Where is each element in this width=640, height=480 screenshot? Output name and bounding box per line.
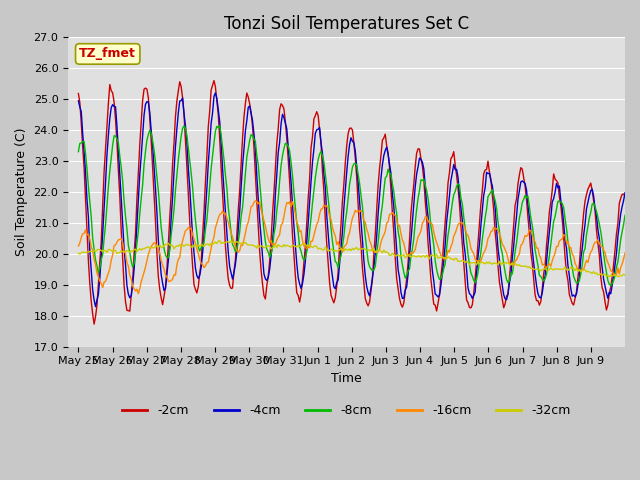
-8cm [607, 283, 614, 288]
-2cm [621, 193, 629, 199]
-8cm [620, 222, 627, 228]
-8cm [466, 262, 474, 267]
-32cm [357, 246, 365, 252]
-16cm [358, 211, 366, 216]
X-axis label: Time: Time [332, 372, 362, 385]
-2cm [95, 282, 102, 288]
-4cm [212, 90, 220, 96]
Line: -32cm: -32cm [79, 240, 625, 277]
-32cm [93, 247, 100, 253]
-4cm [75, 98, 83, 104]
-16cm [252, 198, 259, 204]
-8cm [75, 149, 83, 155]
-2cm [358, 265, 366, 271]
-16cm [467, 245, 475, 251]
-32cm [621, 273, 629, 278]
-4cm [621, 190, 629, 195]
-2cm [467, 305, 475, 311]
-32cm [110, 248, 118, 253]
-4cm [111, 104, 119, 109]
-32cm [605, 274, 613, 280]
-16cm [134, 291, 142, 297]
-2cm [90, 321, 98, 327]
-16cm [621, 250, 629, 256]
Line: -8cm: -8cm [79, 126, 625, 286]
-32cm [547, 265, 555, 271]
-4cm [92, 304, 99, 310]
Line: -4cm: -4cm [79, 93, 625, 307]
-4cm [95, 291, 102, 297]
-8cm [93, 263, 100, 269]
-4cm [358, 236, 366, 242]
Y-axis label: Soil Temperature (C): Soil Temperature (C) [15, 128, 28, 256]
-16cm [620, 256, 627, 262]
-2cm [620, 191, 627, 197]
-2cm [210, 78, 218, 84]
Title: Tonzi Soil Temperatures Set C: Tonzi Soil Temperatures Set C [224, 15, 469, 33]
-4cm [467, 292, 475, 298]
-32cm [466, 262, 474, 267]
-8cm [547, 241, 555, 247]
-8cm [216, 123, 223, 129]
-16cm [93, 270, 100, 276]
-4cm [620, 198, 627, 204]
-8cm [110, 133, 118, 139]
-32cm [620, 271, 627, 277]
-8cm [357, 192, 365, 198]
-32cm [216, 238, 223, 243]
-2cm [111, 116, 119, 122]
-16cm [75, 243, 83, 249]
Line: -16cm: -16cm [79, 201, 625, 294]
-8cm [621, 213, 629, 218]
-32cm [75, 250, 83, 256]
-2cm [548, 188, 556, 193]
Text: TZ_fmet: TZ_fmet [79, 48, 136, 60]
-16cm [548, 258, 556, 264]
Legend: -2cm, -4cm, -8cm, -16cm, -32cm: -2cm, -4cm, -8cm, -16cm, -32cm [117, 399, 576, 422]
-4cm [548, 199, 556, 205]
-16cm [110, 243, 118, 249]
Line: -2cm: -2cm [79, 81, 625, 324]
-2cm [75, 91, 83, 96]
